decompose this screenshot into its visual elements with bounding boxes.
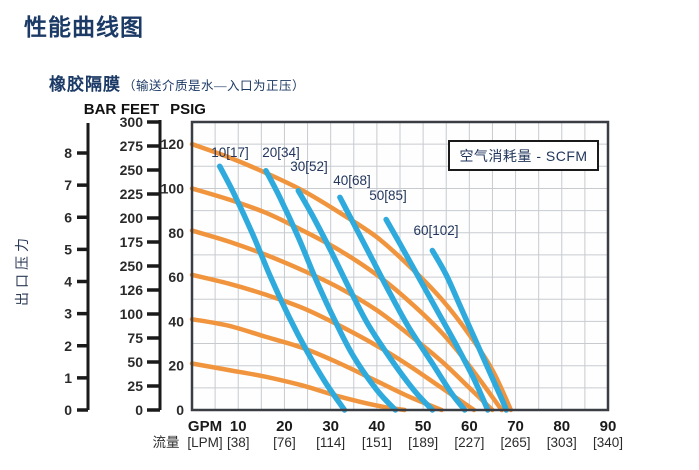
- bar-tick-label: 5: [64, 241, 72, 257]
- bar-tick-label: 1: [64, 370, 72, 386]
- psig-tick-label: 100: [161, 180, 185, 196]
- lpm-tick-label: [227]: [454, 435, 484, 450]
- scfm-curve-1017: [216, 163, 348, 413]
- feet-tick-label: 225: [120, 186, 144, 202]
- x-axis-flow-label: 流量: [153, 435, 180, 450]
- axis-unit-headers: BAR FEET PSIG: [84, 101, 206, 118]
- lpm-tick-label: [303]: [547, 435, 577, 450]
- left-axis-rulers: 8765432103002752502252001752501261007550…: [64, 114, 162, 418]
- psig-tick-label: 0: [176, 402, 184, 418]
- feet-tick-label: 0: [135, 402, 143, 418]
- bar-tick-label: 3: [64, 306, 72, 322]
- gpm-tick-label: 10: [230, 418, 247, 435]
- lpm-tick-label: [340]: [593, 435, 623, 450]
- scfm-curve-label: 40[68]: [333, 173, 371, 188]
- subtitle-condition-note: （输送介质是水—入口为正压）: [123, 79, 306, 93]
- scfm-curve-label: 30[52]: [290, 159, 328, 174]
- feet-tick-label: 275: [120, 138, 144, 154]
- gpm-tick-label: 80: [553, 418, 570, 435]
- feet-tick-label: 50: [127, 354, 143, 370]
- legend-label: 空气消耗量 - SCFM: [459, 147, 588, 164]
- chart-subtitle: 橡胶隔膜 （输送介质是水—入口为正压）: [49, 70, 305, 95]
- y-axis-title: 出口压力: [14, 234, 30, 306]
- scfm-curve-label: 20[34]: [262, 145, 300, 160]
- axis-unit-header: PSIG: [170, 101, 206, 118]
- x-axis-labels: GPM 流量 [LPM] 10[38] 20[76] 30[114] 40[151] 50[1…: [153, 418, 624, 450]
- gpm-tick-label: 30: [322, 418, 339, 435]
- bar-tick-label: 8: [64, 145, 72, 161]
- scfm-curve-3052: [295, 187, 436, 413]
- lpm-tick-label: [114]: [316, 435, 345, 450]
- x-axis-unit-gpm: GPM: [188, 418, 222, 435]
- scfm-curve-4068: [337, 194, 468, 413]
- bar-tick-label: 6: [64, 209, 72, 225]
- psig-tick-label: 80: [168, 225, 184, 241]
- curve-labels: 10[17] 20[34]30[52] 40[68]50[85] 60[102]: [211, 145, 458, 238]
- feet-tick-label: 250: [120, 258, 144, 274]
- pressure-curve-40psi: [189, 316, 444, 413]
- scfm-curve-60102: [429, 247, 510, 413]
- gpm-tick-label: 40: [369, 418, 386, 435]
- psig-tick-label: 120: [161, 136, 185, 152]
- feet-tick-label: 250: [120, 162, 144, 178]
- feet-tick-label: 300: [120, 114, 144, 130]
- bar-tick-label: 4: [64, 274, 72, 290]
- scfm-curve-label: 60[102]: [413, 223, 458, 238]
- gpm-tick-label: 90: [600, 418, 617, 435]
- scfm-curve-5085: [383, 216, 491, 413]
- gpm-tick-label: 20: [276, 418, 293, 435]
- pressure-curve-80psi: [189, 228, 495, 413]
- scfm-curve-2034: [263, 167, 399, 413]
- pressure-curve-20psi: [189, 361, 407, 413]
- psig-tick-labels: 120 100 80 60 40 20 0: [161, 136, 185, 418]
- subtitle-material: 橡胶隔膜: [49, 75, 121, 94]
- lpm-tick-label: [38]: [227, 435, 250, 450]
- lpm-tick-label: [76]: [273, 435, 296, 450]
- performance-chart: 8 7 6 5 4 3 2 1 0 300 275 250 225 200 175 250 126 100 75 50…: [0, 100, 699, 470]
- axis-unit-header: FEET: [121, 101, 159, 118]
- feet-tick-label: 175: [120, 234, 144, 250]
- bar-tick-label: 7: [64, 177, 72, 193]
- gpm-tick-label: 50: [415, 418, 432, 435]
- feet-tick-label: 75: [127, 330, 143, 346]
- gpm-tick-label: 60: [461, 418, 478, 435]
- gpm-tick-label: 70: [507, 418, 524, 435]
- legend-box: 空气消耗量 - SCFM: [448, 140, 599, 171]
- page-title: 性能曲线图: [24, 15, 144, 40]
- bar-tick-label: 2: [64, 338, 72, 354]
- psig-tick-label: 20: [168, 358, 184, 374]
- psig-tick-label: 40: [168, 313, 184, 329]
- feet-tick-label: 126: [120, 282, 144, 298]
- scfm-curve-label: 10[17]: [211, 145, 249, 160]
- lpm-tick-label: [265]: [501, 435, 531, 450]
- psig-tick-label: 60: [168, 269, 184, 285]
- feet-tick-label: 25: [127, 378, 143, 394]
- lpm-tick-label: [189]: [408, 435, 438, 450]
- bar-tick-label: 0: [64, 402, 72, 418]
- scfm-curve-label: 50[85]: [369, 188, 407, 203]
- axis-unit-header: BAR: [84, 101, 117, 118]
- feet-tick-label: 100: [120, 306, 144, 322]
- plot-border: [190, 120, 610, 412]
- x-axis-unit-lpm: [LPM]: [187, 435, 222, 450]
- feet-tick-label: 200: [120, 210, 144, 226]
- air-consumption-curves: [216, 163, 510, 413]
- lpm-tick-label: [151]: [362, 435, 392, 450]
